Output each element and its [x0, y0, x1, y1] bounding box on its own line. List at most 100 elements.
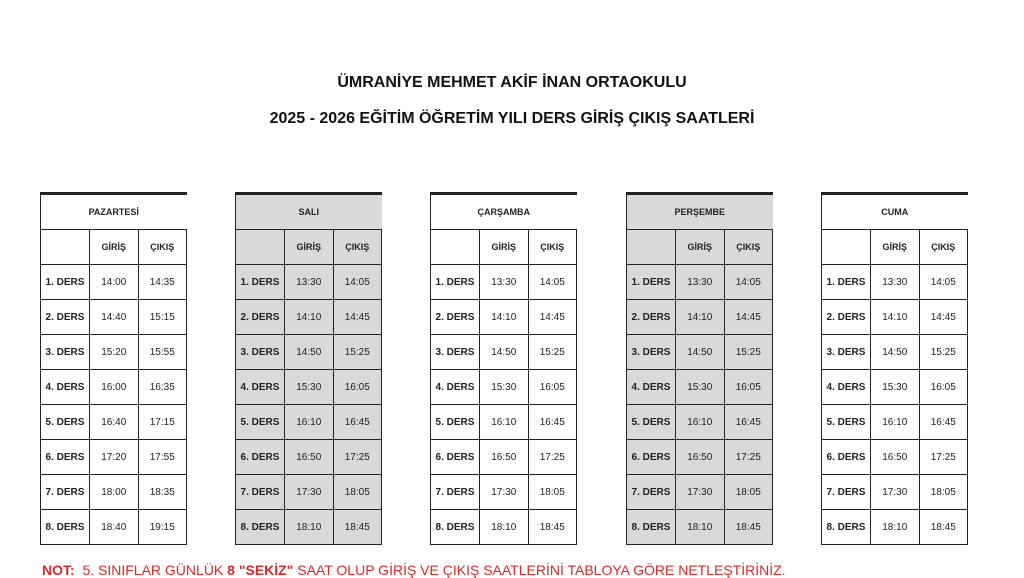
table-row: 4. DERS 15:30 16:05 — [235, 369, 382, 405]
end-time: 16:05 — [723, 369, 773, 405]
table-row: 7. DERS 17:30 18:05 — [235, 474, 382, 510]
start-time: 13:30 — [479, 264, 529, 300]
schedule-table-day: PERŞEMBE GİRİŞ ÇIKIŞ 1. DERS 13:30 14:05 2. DE… — [626, 192, 773, 545]
lesson-label: 8. DERS — [821, 509, 871, 545]
end-time: 14:05 — [527, 264, 577, 300]
end-time: 14:05 — [723, 264, 773, 300]
start-time: 16:40 — [89, 404, 139, 440]
schedule-table-day: PAZARTESİ GİRİŞ ÇIKIŞ 1. DERS 14:00 14:35 2. D… — [40, 192, 187, 545]
lesson-label: 5. DERS — [40, 404, 90, 440]
end-time: 16:05 — [527, 369, 577, 405]
start-time: 16:50 — [675, 439, 725, 475]
start-time: 16:50 — [284, 439, 334, 475]
table-row: 1. DERS 13:30 14:05 — [430, 264, 577, 300]
lesson-label: 3. DERS — [430, 334, 480, 370]
start-time: 14:40 — [89, 299, 139, 335]
cikis-header: ÇIKIŞ — [723, 229, 773, 265]
lesson-label: 6. DERS — [40, 439, 90, 475]
table-row: 3. DERS 14:50 15:25 — [626, 334, 773, 370]
table-row: 4. DERS 15:30 16:05 — [626, 369, 773, 405]
empty-cell — [40, 229, 90, 265]
end-time: 19:15 — [137, 509, 187, 545]
giris-header: GİRİŞ — [870, 229, 920, 265]
table-row: 3. DERS 14:50 15:25 — [430, 334, 577, 370]
end-time: 18:45 — [332, 509, 382, 545]
table-row: 5. DERS 16:10 16:45 — [235, 404, 382, 440]
start-time: 17:30 — [870, 474, 920, 510]
schedule-title: 2025 - 2026 EĞİTİM ÖĞRETİM YILI DERS GİR… — [269, 110, 755, 127]
start-time: 14:50 — [284, 334, 334, 370]
lesson-label: 1. DERS — [430, 264, 480, 300]
lesson-label: 7. DERS — [40, 474, 90, 510]
empty-cell — [430, 229, 480, 265]
note-text-1: 5. SINIFLAR GÜNLÜK — [82, 562, 224, 578]
start-time: 16:10 — [284, 404, 334, 440]
lesson-label: 8. DERS — [430, 509, 480, 545]
lesson-label: 6. DERS — [430, 439, 480, 475]
start-time: 16:50 — [870, 439, 920, 475]
lesson-label: 3. DERS — [821, 334, 871, 370]
table-row: 8. DERS 18:10 18:45 — [821, 509, 968, 545]
lesson-label: 7. DERS — [626, 474, 676, 510]
table-row: 8. DERS 18:10 18:45 — [430, 509, 577, 545]
cikis-header: ÇIKIŞ — [527, 229, 577, 265]
empty-cell — [235, 229, 285, 265]
schedule-table-day: ÇARŞAMBA GİRİŞ ÇIKIŞ 1. DERS 13:30 14:05 2. DE… — [430, 192, 577, 545]
start-time: 14:50 — [479, 334, 529, 370]
start-time: 17:30 — [284, 474, 334, 510]
lesson-label: 4. DERS — [430, 369, 480, 405]
end-time: 16:45 — [918, 404, 968, 440]
end-time: 15:55 — [137, 334, 187, 370]
end-time: 16:45 — [723, 404, 773, 440]
lesson-label: 3. DERS — [235, 334, 285, 370]
empty-cell — [626, 229, 676, 265]
start-time: 15:30 — [479, 369, 529, 405]
day-name: CUMA — [821, 192, 968, 230]
lesson-label: 8. DERS — [626, 509, 676, 545]
table-row: 4. DERS 15:30 16:05 — [430, 369, 577, 405]
start-time: 18:10 — [870, 509, 920, 545]
giris-header: GİRİŞ — [479, 229, 529, 265]
note-label: NOT: — [42, 562, 75, 578]
start-time: 18:10 — [284, 509, 334, 545]
table-row: 2. DERS 14:40 15:15 — [40, 299, 187, 335]
end-time: 14:35 — [137, 264, 187, 300]
table-row: 4. DERS 16:00 16:35 — [40, 369, 187, 405]
day-name: SALI — [235, 192, 382, 230]
start-time: 16:10 — [675, 404, 725, 440]
end-time: 16:45 — [332, 404, 382, 440]
start-time: 13:30 — [870, 264, 920, 300]
start-time: 17:20 — [89, 439, 139, 475]
lesson-label: 3. DERS — [40, 334, 90, 370]
start-time: 14:10 — [479, 299, 529, 335]
end-time: 15:25 — [723, 334, 773, 370]
cikis-header: ÇIKIŞ — [137, 229, 187, 265]
schedule-table-day: SALI GİRİŞ ÇIKIŞ 1. DERS 13:30 14:05 2. DERS 14… — [235, 192, 382, 545]
day-name: ÇARŞAMBA — [430, 192, 577, 230]
end-time: 15:25 — [527, 334, 577, 370]
table-row: 6. DERS 17:20 17:55 — [40, 439, 187, 475]
start-time: 17:30 — [479, 474, 529, 510]
lesson-label: 7. DERS — [430, 474, 480, 510]
end-time: 15:25 — [918, 334, 968, 370]
day-name: PERŞEMBE — [626, 192, 773, 230]
table-row: 3. DERS 14:50 15:25 — [821, 334, 968, 370]
giris-header: GİRİŞ — [89, 229, 139, 265]
table-row: 6. DERS 16:50 17:25 — [821, 439, 968, 475]
table-row: 5. DERS 16:10 16:45 — [821, 404, 968, 440]
table-row: 3. DERS 15:20 15:55 — [40, 334, 187, 370]
lesson-label: 1. DERS — [235, 264, 285, 300]
end-time: 18:45 — [527, 509, 577, 545]
end-time: 17:25 — [332, 439, 382, 475]
end-time: 17:15 — [137, 404, 187, 440]
start-time: 14:50 — [870, 334, 920, 370]
start-time: 18:40 — [89, 509, 139, 545]
end-time: 14:45 — [332, 299, 382, 335]
lesson-label: 1. DERS — [821, 264, 871, 300]
schedule-table-day: CUMA GİRİŞ ÇIKIŞ 1. DERS 13:30 14:05 2. DERS 14… — [821, 192, 968, 545]
end-time: 18:45 — [723, 509, 773, 545]
start-time: 16:50 — [479, 439, 529, 475]
start-time: 13:30 — [284, 264, 334, 300]
start-time: 15:20 — [89, 334, 139, 370]
table-row: 7. DERS 17:30 18:05 — [430, 474, 577, 510]
